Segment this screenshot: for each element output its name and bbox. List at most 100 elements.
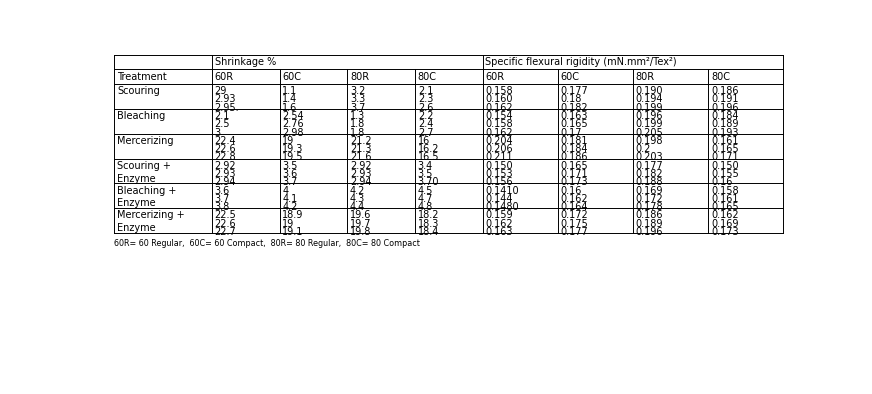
Text: 3.7: 3.7 — [350, 103, 365, 113]
Text: 3.8: 3.8 — [215, 202, 230, 212]
Text: 0.161: 0.161 — [711, 194, 739, 204]
Text: 2.7: 2.7 — [418, 128, 433, 138]
Text: 60R: 60R — [486, 72, 505, 82]
Text: 0.211: 0.211 — [486, 152, 513, 162]
Text: 4.2: 4.2 — [283, 202, 297, 212]
Text: 2.6: 2.6 — [418, 103, 433, 113]
Text: 0.163: 0.163 — [486, 227, 513, 237]
Text: 0.162: 0.162 — [486, 103, 513, 113]
Text: 4.8: 4.8 — [418, 202, 433, 212]
Text: 0.182: 0.182 — [561, 103, 589, 113]
Text: 0.165: 0.165 — [711, 144, 739, 154]
Text: 0.173: 0.173 — [561, 177, 589, 187]
Text: 3.6: 3.6 — [215, 186, 230, 196]
Text: 0.190: 0.190 — [636, 86, 664, 96]
Text: 0.206: 0.206 — [486, 144, 513, 154]
Text: 3.6: 3.6 — [283, 169, 297, 179]
Text: 22.7: 22.7 — [215, 227, 236, 237]
Text: 0.204: 0.204 — [486, 136, 513, 146]
Text: 0.18: 0.18 — [561, 95, 582, 104]
Text: 0.173: 0.173 — [711, 227, 739, 237]
Text: 18.2: 18.2 — [418, 210, 439, 221]
Text: 19.5: 19.5 — [283, 152, 303, 162]
Text: 0.199: 0.199 — [636, 103, 664, 113]
Text: 0.184: 0.184 — [711, 111, 739, 121]
Text: 2.4: 2.4 — [418, 119, 433, 129]
Text: 80R: 80R — [350, 72, 369, 82]
Text: 2.3: 2.3 — [418, 95, 433, 104]
Text: 2.1: 2.1 — [418, 86, 433, 96]
Text: 0.150: 0.150 — [711, 161, 739, 171]
Text: 0.205: 0.205 — [636, 128, 664, 138]
Text: 0.177: 0.177 — [561, 227, 589, 237]
Text: Bleaching +
Enzyme: Bleaching + Enzyme — [117, 186, 176, 208]
Text: 0.159: 0.159 — [486, 210, 513, 221]
Text: 0.162: 0.162 — [561, 194, 589, 204]
Text: 19: 19 — [283, 219, 295, 229]
Text: 21.3: 21.3 — [350, 144, 371, 154]
Text: 3.3: 3.3 — [350, 95, 365, 104]
Text: 0.165: 0.165 — [561, 119, 589, 129]
Text: 0.196: 0.196 — [711, 103, 739, 113]
Text: 1.4: 1.4 — [283, 95, 297, 104]
Text: 1.1: 1.1 — [283, 86, 297, 96]
Text: 0.153: 0.153 — [486, 169, 513, 179]
Text: 60C: 60C — [561, 72, 580, 82]
Text: Scouring: Scouring — [117, 86, 160, 96]
Text: 0.150: 0.150 — [486, 161, 513, 171]
Text: 4.3: 4.3 — [350, 194, 365, 204]
Text: 2.98: 2.98 — [283, 128, 303, 138]
Text: 0.161: 0.161 — [711, 136, 739, 146]
Text: 0.189: 0.189 — [711, 119, 739, 129]
Text: 19.7: 19.7 — [350, 219, 371, 229]
Text: 4.7: 4.7 — [418, 194, 433, 204]
Text: 3: 3 — [215, 128, 221, 138]
Text: 0.169: 0.169 — [711, 219, 739, 229]
Text: 16.2: 16.2 — [418, 144, 439, 154]
Text: 2.5: 2.5 — [215, 119, 230, 129]
Text: 18.9: 18.9 — [283, 210, 303, 221]
Text: Mercerizing +
Enzyme: Mercerizing + Enzyme — [117, 210, 185, 233]
Text: 2.95.: 2.95. — [215, 103, 239, 113]
Text: 22.5: 22.5 — [215, 210, 236, 221]
Text: 19: 19 — [283, 136, 295, 146]
Text: 0.169: 0.169 — [636, 186, 664, 196]
Text: 16.5: 16.5 — [418, 152, 439, 162]
Text: 0.162: 0.162 — [486, 128, 513, 138]
Text: 0.164: 0.164 — [561, 202, 588, 212]
Text: 2.94: 2.94 — [215, 177, 236, 187]
Text: 3.70: 3.70 — [418, 177, 439, 187]
Text: 80C: 80C — [418, 72, 437, 82]
Text: 1.6: 1.6 — [283, 103, 297, 113]
Text: 0.203: 0.203 — [636, 152, 664, 162]
Text: 22.8: 22.8 — [215, 152, 236, 162]
Text: 0.158: 0.158 — [486, 86, 513, 96]
Text: 0.1410: 0.1410 — [486, 186, 519, 196]
Text: Specific flexural rigidity (mN.mm²/Tex²): Specific flexural rigidity (mN.mm²/Tex²) — [486, 57, 678, 67]
Text: 0.156: 0.156 — [486, 177, 513, 187]
Text: Scouring +
Enzyme: Scouring + Enzyme — [117, 161, 171, 184]
Text: 0.16: 0.16 — [711, 177, 732, 187]
Text: 2.94: 2.94 — [350, 177, 371, 187]
Text: 0.2: 0.2 — [636, 144, 651, 154]
Text: 0.196: 0.196 — [636, 227, 664, 237]
Text: 1.3: 1.3 — [350, 111, 365, 121]
Text: 0.162: 0.162 — [711, 210, 739, 221]
Text: 0.17: 0.17 — [561, 128, 582, 138]
Text: 4.2: 4.2 — [350, 186, 365, 196]
Text: 0.189: 0.189 — [636, 219, 664, 229]
Text: 2.54: 2.54 — [283, 111, 304, 121]
Text: 0.165: 0.165 — [561, 161, 589, 171]
Text: 0.194: 0.194 — [636, 95, 664, 104]
Text: 2.93: 2.93 — [350, 169, 371, 179]
Text: 0.162: 0.162 — [486, 219, 513, 229]
Text: 60R: 60R — [215, 72, 234, 82]
Text: 0.172: 0.172 — [561, 210, 589, 221]
Text: 1.8: 1.8 — [350, 128, 365, 138]
Text: 0.158: 0.158 — [486, 119, 513, 129]
Text: 2.1: 2.1 — [215, 111, 230, 121]
Text: 19.6: 19.6 — [350, 210, 371, 221]
Text: 0.186: 0.186 — [636, 210, 664, 221]
Text: 3.5: 3.5 — [418, 169, 433, 179]
Text: 0.182: 0.182 — [636, 169, 664, 179]
